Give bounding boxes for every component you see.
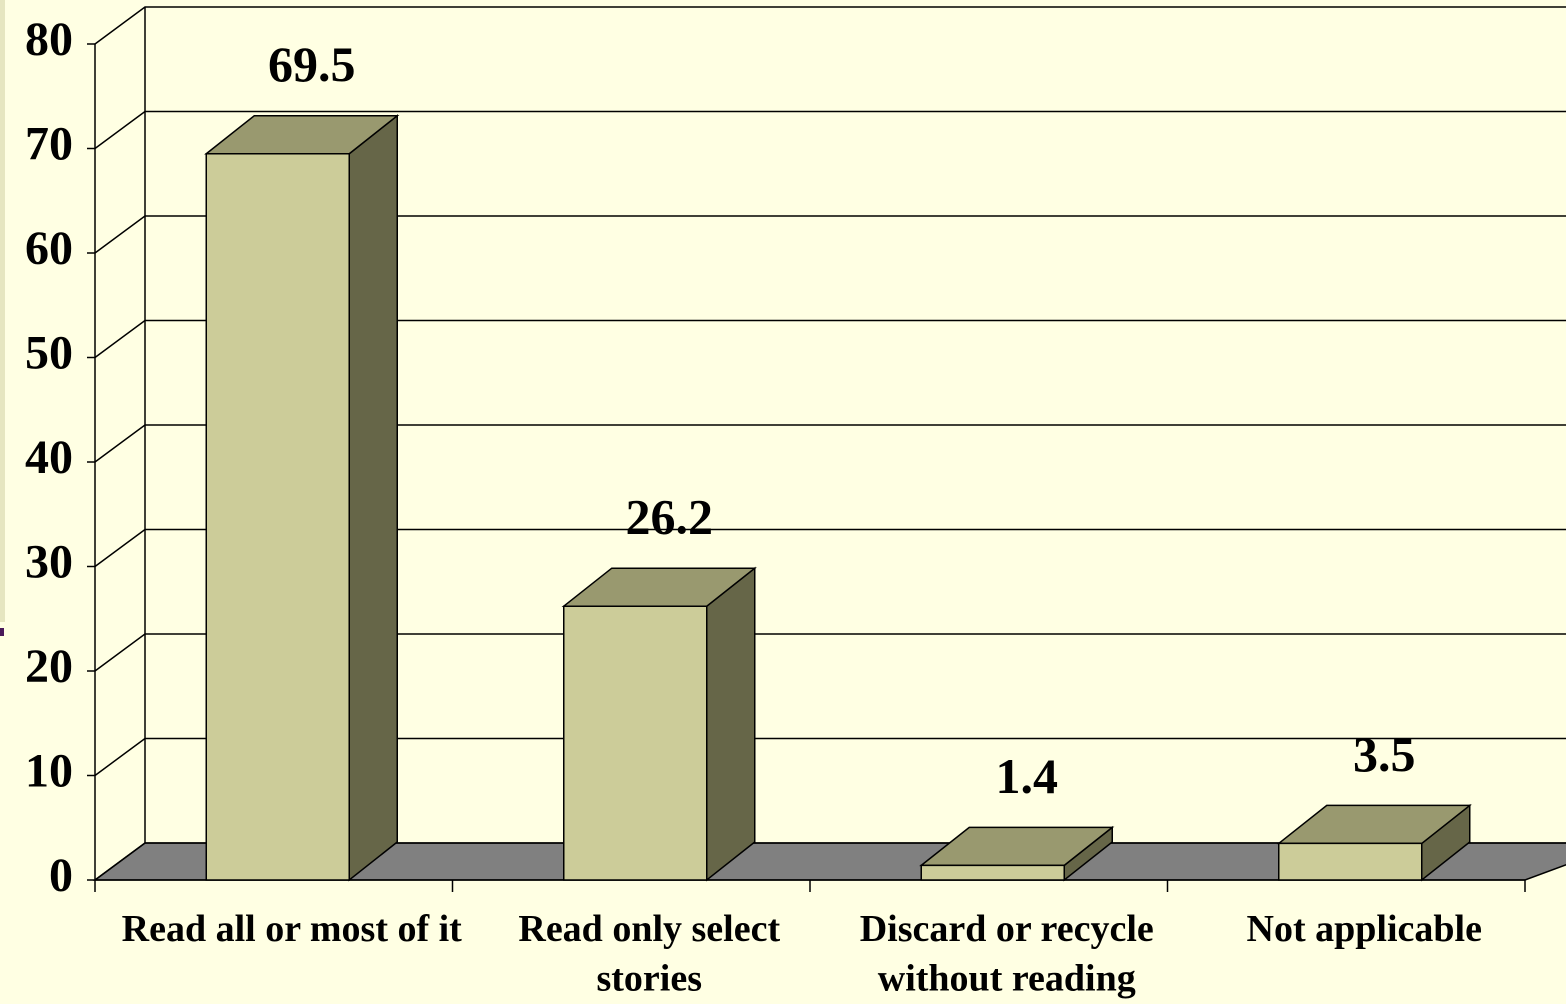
bar [204, 114, 400, 882]
grid-line [94, 215, 1566, 254]
y-tick-label: 30 [25, 536, 73, 589]
bar [1276, 803, 1472, 882]
value-label: 1.4 [996, 748, 1059, 804]
value-label: 26.2 [626, 489, 714, 545]
grid-line [94, 633, 1566, 672]
y-tick-label: 70 [25, 118, 73, 171]
bar-front [920, 864, 1065, 881]
bar-side [706, 566, 756, 882]
bar-front [563, 605, 708, 881]
x-tick-label: Read all or most of it [122, 908, 463, 950]
y-tick-label: 60 [25, 222, 73, 275]
x-tick-label: Read only select stories [518, 908, 780, 999]
y-tick-label: 20 [25, 640, 73, 693]
grid-line [94, 737, 1566, 777]
grid-line [94, 528, 1566, 568]
value-label: 3.5 [1353, 726, 1416, 782]
y-tick-label: 0 [49, 849, 73, 902]
x-tick-label: Not applicable [1247, 908, 1482, 950]
y-tick-label: 40 [25, 431, 73, 484]
grid-line [94, 110, 1566, 150]
bar [561, 566, 757, 882]
bar-side [348, 114, 398, 882]
bar [919, 825, 1115, 882]
y-tick-label: 50 [25, 327, 73, 380]
side-strip [0, 0, 5, 622]
bar-front [205, 152, 350, 881]
y-tick-label: 10 [25, 745, 73, 798]
bar-front [1278, 842, 1423, 881]
grid-line [94, 319, 1566, 359]
y-tick-label: 80 [25, 13, 73, 66]
grid-line [94, 424, 1566, 463]
side-dot [0, 628, 4, 636]
x-tick-label: Discard or recycle without reading [860, 908, 1154, 999]
value-label: 69.5 [268, 36, 356, 92]
grid-line [94, 6, 1566, 45]
